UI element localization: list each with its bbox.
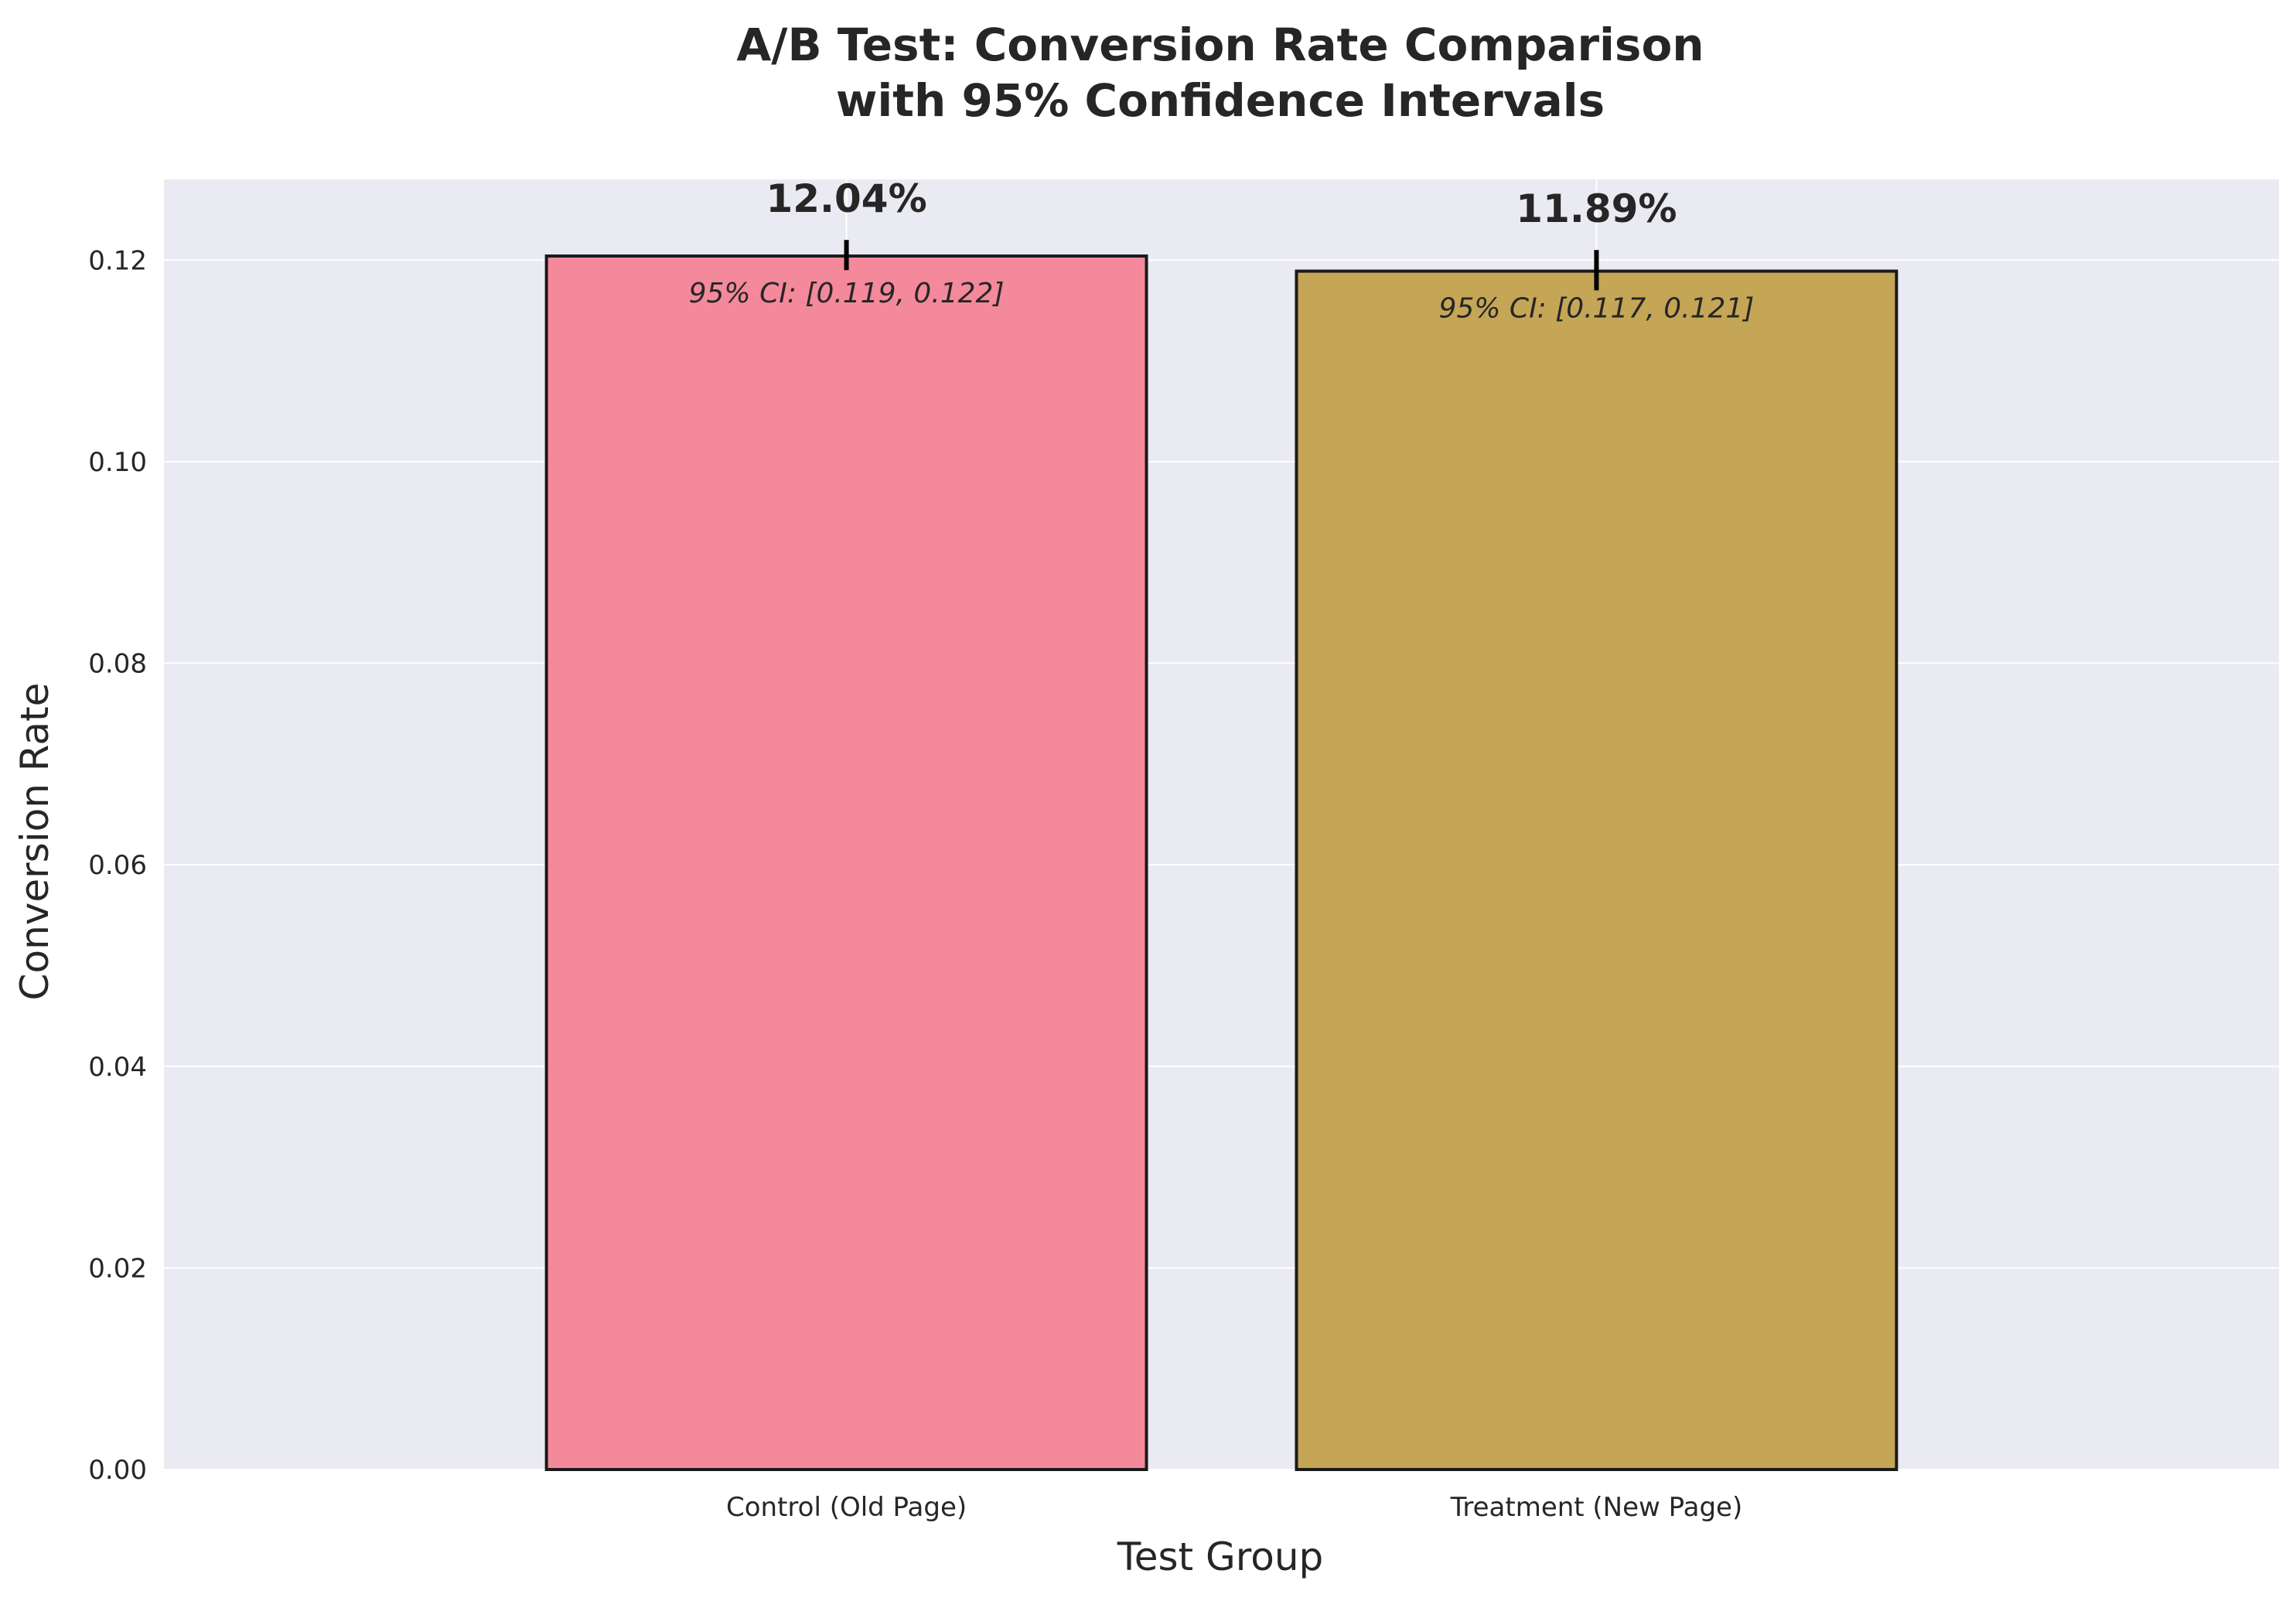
x-axis-ticks: Control (Old Page) Treatment (New Page) <box>726 1492 1742 1523</box>
bar <box>544 254 1148 1472</box>
bar-value-label: 12.04% <box>766 176 926 221</box>
chart-title-line-2: with 95% Confidence Intervals <box>836 74 1605 127</box>
bar <box>1295 269 1899 1472</box>
y-tick-label: 0.10 <box>88 447 147 478</box>
y-axis-label: Conversion Rate <box>12 683 57 1001</box>
data-labels: 12.04% 95% CI: [0.119, 0.122] 11.89% 95% CI… <box>689 176 1755 324</box>
bar-value-label: 11.89% <box>1516 186 1677 231</box>
y-tick-label: 0.06 <box>88 850 147 881</box>
y-tick-label: 0.08 <box>88 649 147 680</box>
x-axis-label: Test Group <box>1117 1534 1324 1579</box>
y-tick-label: 0.02 <box>88 1253 147 1284</box>
y-axis-ticks: 0.00 0.02 0.04 0.06 0.08 0.10 0.12 <box>88 245 147 1486</box>
confidence-interval-label: 95% CI: [0.117, 0.121] <box>1438 293 1754 325</box>
chart-title-line-1: A/B Test: Conversion Rate Comparison <box>736 19 1704 71</box>
confidence-interval-label: 95% CI: [0.119, 0.122] <box>689 278 1005 309</box>
x-tick-label: Treatment (New Page) <box>1450 1492 1743 1523</box>
y-tick-label: 0.12 <box>88 245 147 276</box>
bars <box>544 240 1899 1472</box>
plot-background <box>164 179 2279 1470</box>
y-tick-label: 0.04 <box>88 1052 147 1083</box>
y-tick-label: 0.00 <box>88 1455 147 1486</box>
x-tick-label: Control (Old Page) <box>726 1492 967 1523</box>
